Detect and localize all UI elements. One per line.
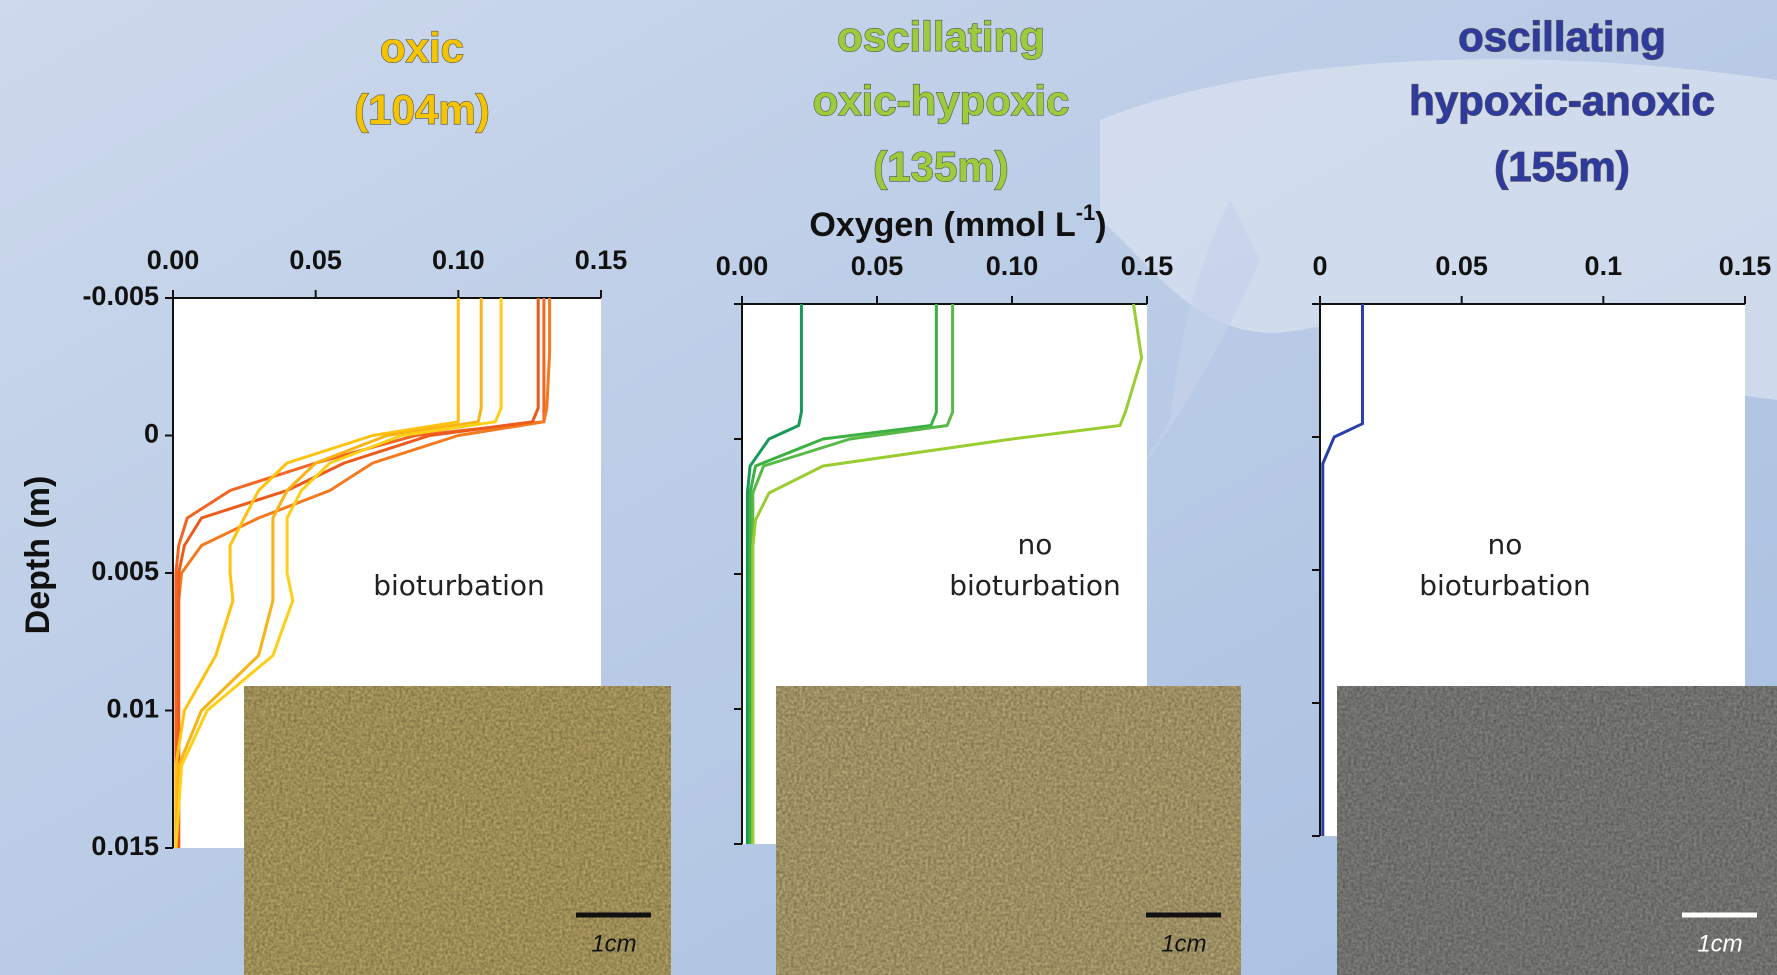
- x-tick-label: 0.10: [986, 251, 1039, 281]
- chart-title: oscillating: [837, 13, 1045, 60]
- y-tick-label: 0.015: [91, 831, 159, 861]
- y-tick-label: 0: [144, 419, 159, 449]
- y-axis-label: Depth (m): [19, 476, 57, 635]
- chart-title: (155m): [1494, 143, 1629, 190]
- annotation: no: [1018, 528, 1053, 561]
- x-tick-label: 0.15: [575, 245, 628, 275]
- scale-label: 1cm: [1697, 930, 1742, 957]
- x-tick-label: 0.00: [147, 245, 200, 275]
- scale-label: 1cm: [1161, 930, 1206, 957]
- x-tick-label: 0.15: [1121, 251, 1174, 281]
- figure: oxic(104m)0.000.050.100.15-0.00500.0050.…: [0, 0, 1777, 975]
- x-axis-label-part: Oxygen (mmol L: [809, 206, 1075, 244]
- annotation: bioturbation: [373, 569, 545, 602]
- y-tick-label: -0.005: [82, 281, 159, 311]
- chart-title: (104m): [354, 86, 489, 133]
- x-tick-label: 0: [1312, 251, 1327, 281]
- chart-title: (135m): [873, 143, 1008, 190]
- annotation: bioturbation: [949, 569, 1121, 602]
- x-tick-label: 0.05: [1435, 251, 1488, 281]
- chart-title: oscillating: [1458, 13, 1666, 60]
- annotation: bioturbation: [1419, 569, 1591, 602]
- chart-title: hypoxic-anoxic: [1409, 77, 1715, 124]
- x-tick-label: 0.15: [1719, 251, 1772, 281]
- x-tick-label: 0.00: [716, 251, 769, 281]
- y-tick-label: 0.01: [106, 694, 159, 724]
- annotation: no: [1488, 528, 1523, 561]
- x-tick-label: 0.05: [289, 245, 342, 275]
- x-axis-label: Oxygen (mmol L-1): [809, 200, 1106, 244]
- x-tick-label: 0.1: [1585, 251, 1623, 281]
- x-axis-label-part: ): [1095, 206, 1106, 244]
- scale-label: 1cm: [591, 930, 636, 957]
- x-axis-label-part: -1: [1076, 200, 1096, 225]
- x-tick-label: 0.05: [851, 251, 904, 281]
- chart-title: oxic-hypoxic: [813, 77, 1070, 124]
- x-tick-label: 0.10: [432, 245, 485, 275]
- chart-title: oxic: [380, 24, 464, 71]
- y-tick-label: 0.005: [91, 556, 159, 586]
